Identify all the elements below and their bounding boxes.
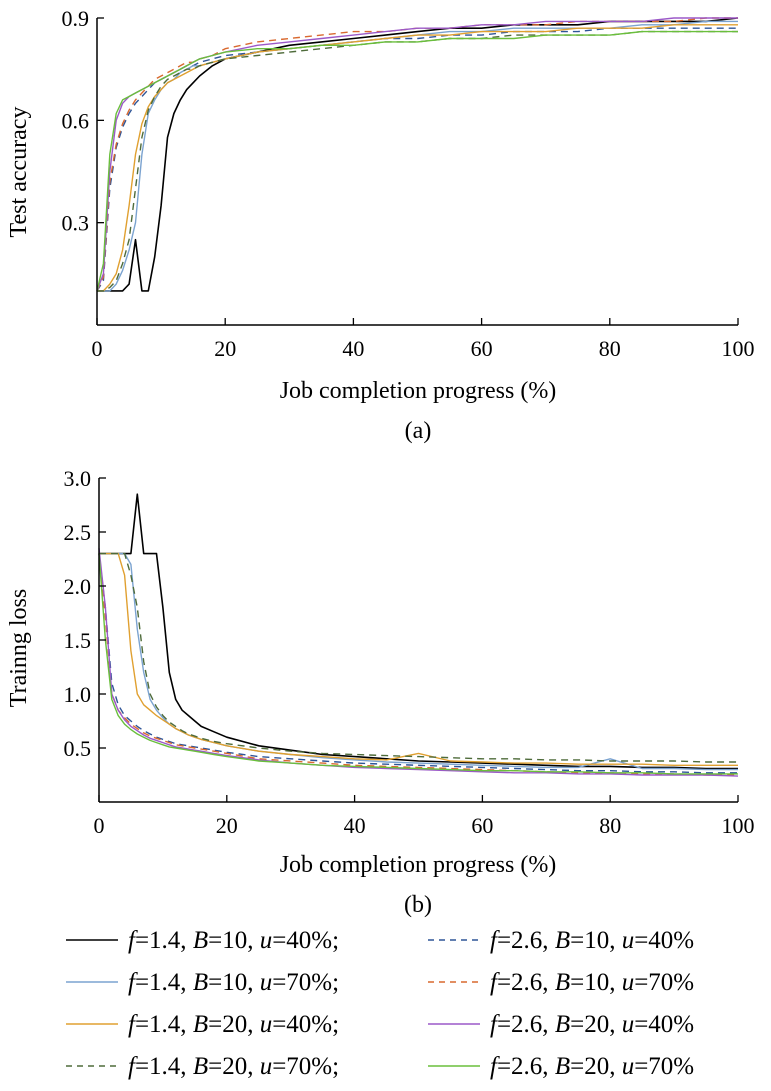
panel-b-xtick-label-100: 100 <box>722 813 755 838</box>
panel-b-xtick-label-0: 0 <box>94 813 105 838</box>
panel-a-ylabel: Test accuracy <box>6 107 32 238</box>
panel-b-series-6-line <box>98 548 739 777</box>
panel-a-series-8-line <box>96 30 738 292</box>
panel-a-series-5-line <box>97 24 738 292</box>
legend-entry-1: f=1.4, B=10, u=40%; <box>128 927 339 954</box>
panel-b-ytick-label-0.5: 0.5 <box>64 736 92 761</box>
panel-b-ytick-label-1.5: 1.5 <box>64 628 92 653</box>
panel-b-series-5-line <box>99 552 738 766</box>
panel-b-ylabel: Trainng loss <box>6 589 32 707</box>
panel-b-ytick-label-2.0: 2.0 <box>64 574 92 599</box>
panel-b-xtick-label-20: 20 <box>216 813 238 838</box>
panel-a-series-1-line <box>97 17 739 292</box>
panel-a-xtick-label-80: 80 <box>599 336 621 361</box>
panel-b-xtick-label-80: 80 <box>599 813 621 838</box>
panel-a-series-lines <box>96 17 739 292</box>
panel-b-subtitle: (b) <box>404 892 432 918</box>
legend: f=1.4, B=10, u=40%; f=2.6, B=10, u=40% f=1… <box>66 927 694 1080</box>
panel-b-series-1-line <box>99 493 738 770</box>
legend-entry-3: f=1.4, B=10, u=70%; <box>128 969 339 996</box>
panel-b-series-2-line <box>98 553 738 774</box>
panel-b-xtick-label-60: 60 <box>471 813 493 838</box>
panel-a: 0 20 40 60 80 100 0.3 0.6 0.9 Job completion pro… <box>6 6 755 444</box>
panel-a-xtick-label-100: 100 <box>722 336 755 361</box>
panel-b-xlabel: Job completion progress (%) <box>280 852 557 878</box>
panel-a-xlabel: Job completion progress (%) <box>280 378 557 404</box>
panel-b-series-4-line <box>98 553 738 776</box>
panel-a-series-4-line <box>96 17 738 292</box>
panel-a-xtick-label-60: 60 <box>471 336 493 361</box>
legend-entry-7: f=1.4, B=20, u=70%; <box>128 1053 339 1080</box>
panel-b-ticks: 0 20 40 60 80 100 0.5 1.0 1.5 2.0 2.5 3.0 <box>64 466 755 838</box>
legend-entry-5: f=1.4, B=20, u=40%; <box>128 1011 339 1038</box>
legend-entry-8: f=2.6, B=20, u=70% <box>490 1053 694 1080</box>
panel-a-xtick-label-40: 40 <box>342 336 364 361</box>
panel-a-series-7-line <box>97 30 738 292</box>
panel-b-series-lines <box>98 493 739 777</box>
panel-a-subtitle: (a) <box>405 418 432 444</box>
panel-a-ytick-label-0.9: 0.9 <box>62 6 90 31</box>
legend-entry-4: f=2.6, B=10, u=70% <box>490 969 694 996</box>
panel-a-series-2-line <box>96 27 738 292</box>
panel-b-ytick-label-3.0: 3.0 <box>64 466 92 491</box>
panel-b: 0 20 40 60 80 100 0.5 1.0 1.5 2.0 2.5 3.0 Job compl… <box>6 466 755 918</box>
panel-b-ytick-label-1.0: 1.0 <box>64 682 92 707</box>
panel-b-ytick-label-2.5: 2.5 <box>64 520 92 545</box>
panel-a-series-6-line <box>96 17 738 292</box>
panel-a-xtick-label-0: 0 <box>92 336 103 361</box>
panel-a-xtick-label-20: 20 <box>214 336 236 361</box>
legend-entry-6: f=2.6, B=20, u=40% <box>490 1011 694 1038</box>
panel-b-series-8-line <box>98 553 738 775</box>
panel-a-ytick-label-0.6: 0.6 <box>62 108 90 133</box>
panel-b-series-7-line <box>99 552 738 763</box>
panel-a-ticks: 0 20 40 60 80 100 0.3 0.6 0.9 <box>62 6 755 361</box>
legend-entry-2: f=2.6, B=10, u=40% <box>490 927 694 954</box>
panel-a-ytick-label-0.3: 0.3 <box>62 211 90 236</box>
panel-b-xtick-label-40: 40 <box>344 813 366 838</box>
